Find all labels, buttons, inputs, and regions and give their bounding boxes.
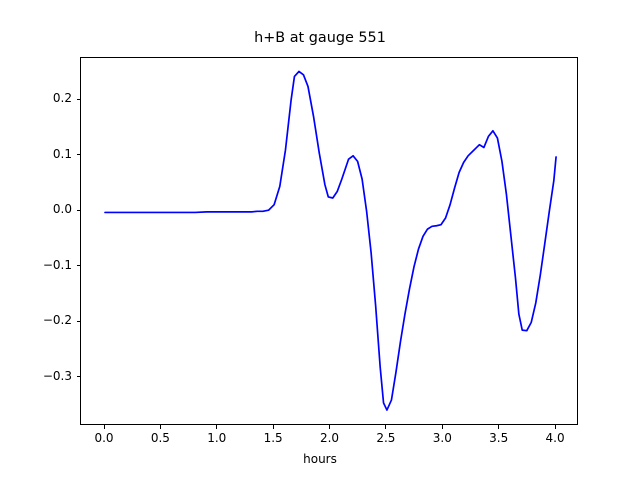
x-tickmark bbox=[554, 425, 556, 429]
y-tickmark bbox=[76, 376, 80, 378]
x-tick-label: 2.5 bbox=[376, 431, 396, 445]
y-tick-label: 0.0 bbox=[52, 202, 72, 217]
x-tick-label: 2.0 bbox=[319, 431, 340, 445]
x-tickmark bbox=[216, 425, 218, 429]
y-tickmark bbox=[76, 154, 80, 156]
x-tick-label: 3.0 bbox=[432, 431, 452, 445]
x-tickmark bbox=[441, 425, 443, 429]
x-tick-label: 0.5 bbox=[150, 431, 170, 445]
plot-series-svg bbox=[104, 70, 557, 411]
data-line-h-plus-b bbox=[104, 70, 557, 411]
x-tickmark bbox=[329, 425, 331, 429]
y-tickmark bbox=[76, 320, 80, 322]
y-tick-label: −0.2 bbox=[42, 313, 72, 328]
x-tickmark bbox=[272, 425, 274, 429]
plot-axes-area bbox=[80, 57, 578, 425]
y-tick-label: −0.1 bbox=[42, 257, 72, 272]
x-tick-label: 1.0 bbox=[207, 431, 227, 445]
x-tick-label: 3.5 bbox=[489, 431, 509, 445]
y-tick-label: −0.3 bbox=[42, 368, 72, 383]
x-tick-label: 1.5 bbox=[263, 431, 283, 445]
x-tickmark bbox=[385, 425, 387, 429]
x-tickmark bbox=[159, 425, 161, 429]
x-axis-label: hours bbox=[303, 452, 337, 466]
x-tick-label: 0.0 bbox=[94, 431, 114, 445]
y-tick-label: 0.2 bbox=[52, 91, 72, 106]
x-tickmark bbox=[103, 425, 105, 429]
x-tick-label: 4.0 bbox=[545, 431, 565, 445]
chart-title: h+B at gauge 551 bbox=[254, 30, 386, 46]
y-tick-label: 0.1 bbox=[52, 146, 72, 161]
y-tickmark bbox=[76, 209, 80, 211]
x-tickmark bbox=[498, 425, 500, 429]
y-tickmark bbox=[76, 265, 80, 267]
y-tickmark bbox=[76, 98, 80, 100]
